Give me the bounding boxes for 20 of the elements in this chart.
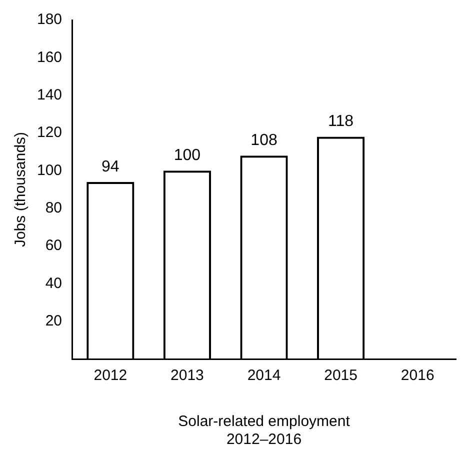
y-tick-label: 60 xyxy=(45,237,62,254)
data-label: 118 xyxy=(328,113,354,130)
y-tick-label: 40 xyxy=(45,274,62,292)
y-tick-label: 120 xyxy=(36,124,62,142)
y-tick-label: 140 xyxy=(36,86,62,104)
x-tick-label: 2012 xyxy=(94,367,128,384)
y-tick-label: 100 xyxy=(36,162,62,179)
x-axis-title: Solar-related employment 2012–2016 xyxy=(178,413,351,448)
x-tick-label: 2013 xyxy=(170,367,204,384)
y-axis-title: Jobs (thousands) xyxy=(12,132,30,248)
data-label: 94 xyxy=(102,158,120,176)
y-tick-label: 80 xyxy=(45,199,62,216)
y-tick-label: 160 xyxy=(36,48,62,66)
data-label: 100 xyxy=(174,147,201,164)
x-tick-label: 2016 xyxy=(400,367,434,384)
y-tick-label: 20 xyxy=(45,312,62,330)
x-tick-label: 2014 xyxy=(247,367,281,384)
x-tick-label: 2015 xyxy=(324,367,358,384)
y-tick-label: 180 xyxy=(36,11,62,28)
data-label: 108 xyxy=(250,132,278,150)
